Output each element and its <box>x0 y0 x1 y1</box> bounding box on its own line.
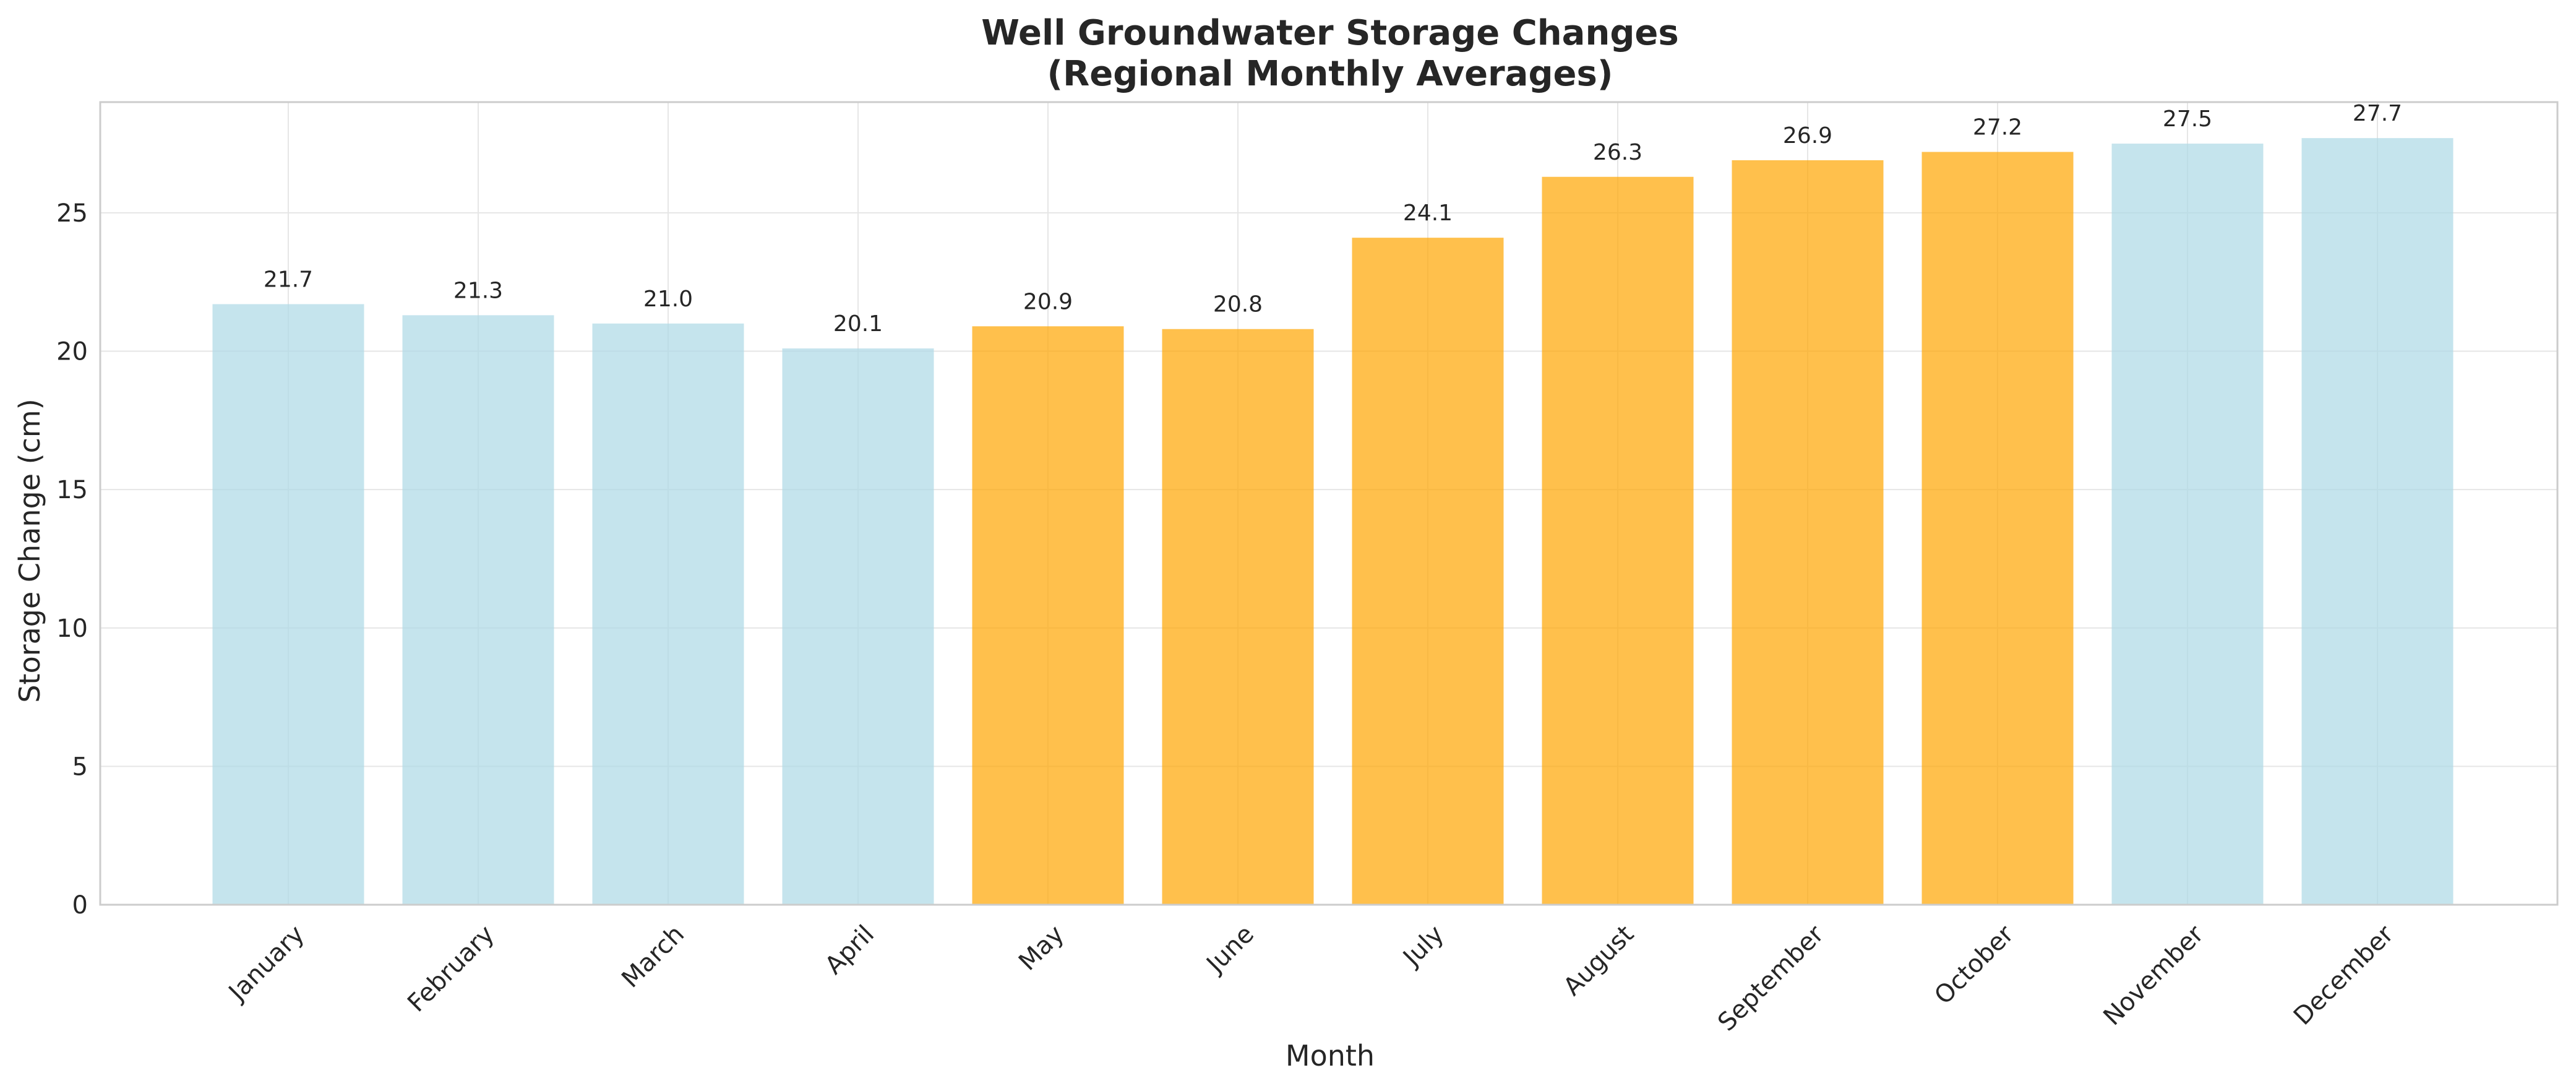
bar-june <box>1162 329 1314 905</box>
bar-february <box>402 315 554 905</box>
x-tick-label-january: January <box>222 920 310 1008</box>
bar-october <box>1921 152 2074 905</box>
bar-value-label: 20.9 <box>1023 289 1073 314</box>
bar-march <box>592 323 744 905</box>
y-tick-labels: 0 5 10 15 20 25 <box>56 199 88 920</box>
bar-july <box>1352 238 1504 905</box>
bar-value-label: 20.8 <box>1213 292 1263 317</box>
y-tick-label: 10 <box>56 614 88 643</box>
x-tick-label-december: December <box>2288 920 2400 1031</box>
bar-value-label: 21.0 <box>643 287 693 312</box>
bar-value-labels: 21.7 21.3 21.0 20.1 20.9 20.8 24.1 26.3 26.9 27.2… <box>264 101 2402 337</box>
y-tick-label: 0 <box>72 891 88 920</box>
bar-value-label: 21.7 <box>264 267 313 292</box>
bar-value-label: 27.7 <box>2353 101 2402 126</box>
bar-value-label: 21.3 <box>453 278 503 303</box>
y-axis-label: Storage Change (cm) <box>13 399 46 702</box>
x-tick-label-february: February <box>402 920 500 1018</box>
x-tick-label-april: April <box>820 920 880 980</box>
bar-january <box>212 304 364 905</box>
x-tick-label-may: May <box>1013 920 1070 977</box>
x-tick-label-july: July <box>1397 920 1450 973</box>
bar-may <box>972 326 1124 905</box>
y-tick-label: 20 <box>56 338 88 366</box>
bar-value-label: 27.2 <box>1973 115 2022 140</box>
bar-value-label: 26.9 <box>1783 123 1832 149</box>
x-tick-label-june: June <box>1200 920 1260 980</box>
x-axis-label: Month <box>1286 1039 1375 1072</box>
chart-title: Well Groundwater Storage Changes <box>981 13 1678 53</box>
bar-september <box>1732 160 1884 905</box>
bar-april <box>782 348 934 905</box>
x-tick-label-march: March <box>616 920 690 994</box>
x-tick-label-october: October <box>1929 920 2019 1010</box>
bar-december <box>2301 138 2454 905</box>
bar-value-label: 24.1 <box>1403 201 1453 226</box>
bars <box>212 138 2454 905</box>
x-tick-label-september: September <box>1712 920 1829 1037</box>
x-tick-labels: January February March April May June July Augu… <box>222 920 2399 1037</box>
y-tick-label: 5 <box>72 752 88 781</box>
bar-value-label: 20.1 <box>833 311 883 337</box>
x-tick-label-november: November <box>2098 920 2209 1031</box>
bar-august <box>1542 176 1694 905</box>
bar-value-label: 26.3 <box>1593 140 1642 165</box>
y-tick-label: 15 <box>56 476 88 504</box>
chart-subtitle: (Regional Monthly Averages) <box>1047 54 1613 94</box>
bar-value-label: 27.5 <box>2163 106 2212 132</box>
bar-november <box>2111 144 2264 905</box>
y-tick-label: 25 <box>56 199 88 228</box>
x-tick-label-august: August <box>1558 920 1640 1002</box>
plot-frame <box>99 101 2559 906</box>
